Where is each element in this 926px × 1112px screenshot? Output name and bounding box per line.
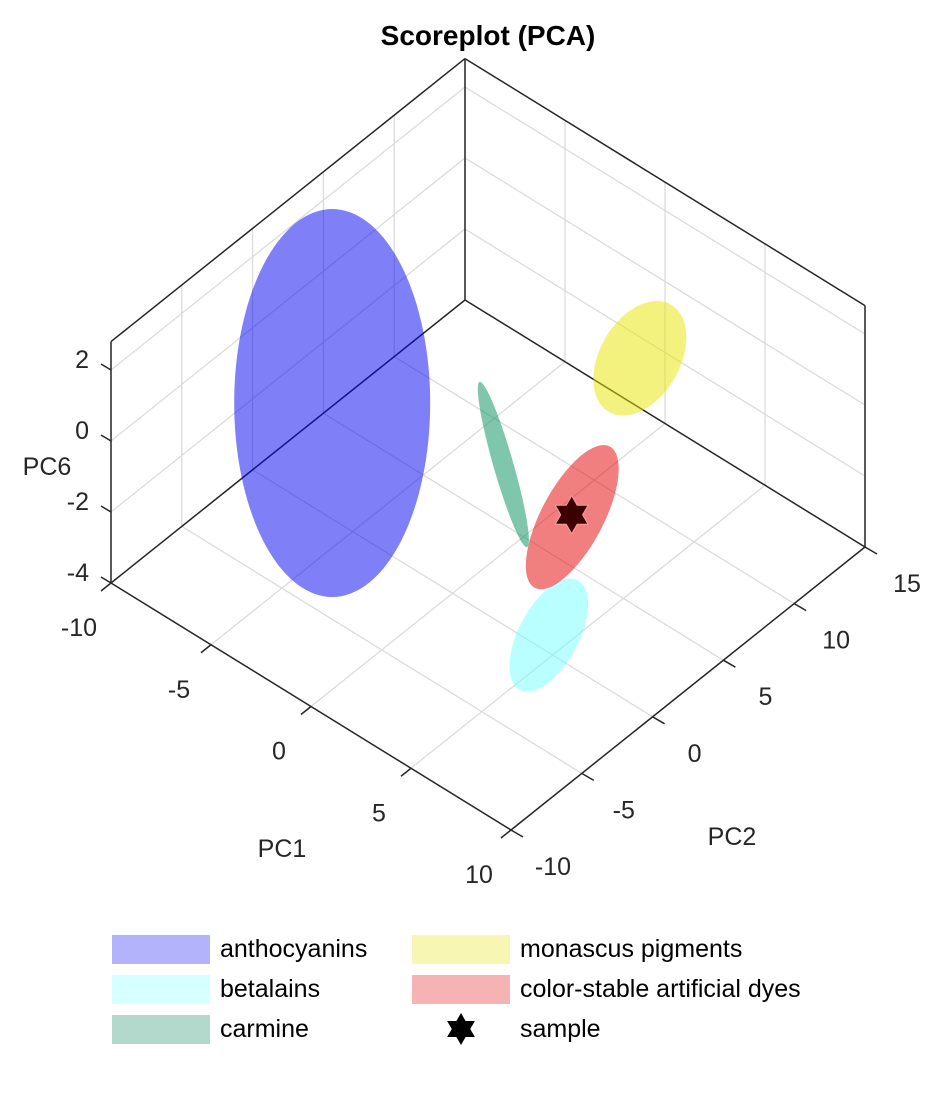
legend-item-color-stable-artificial-dyes: color-stable artificial dyes xyxy=(412,974,801,1004)
y-tick-label: 5 xyxy=(758,683,772,711)
box-edge xyxy=(464,299,866,548)
ellipse-anthocyanins xyxy=(234,209,431,598)
ellipse-betalains xyxy=(509,578,589,692)
x-tick xyxy=(200,644,212,654)
z-tick-label: 2 xyxy=(75,346,89,374)
hexagram-star-icon xyxy=(412,1013,510,1045)
legend-label: sample xyxy=(520,1014,601,1043)
legend-swatch xyxy=(412,934,510,964)
chart-title: Scoreplot (PCA) xyxy=(381,20,596,51)
x-tick xyxy=(400,767,412,777)
x-tick-label: -10 xyxy=(61,614,97,642)
y-tick xyxy=(864,546,878,555)
y-tick-label: 10 xyxy=(822,627,850,655)
x-tick xyxy=(100,582,112,592)
legend-swatch xyxy=(112,934,210,964)
y-tick-label: -10 xyxy=(535,853,571,881)
legend-label: monascus pigments xyxy=(520,934,743,963)
z-tick-label: 0 xyxy=(75,417,89,445)
y-axis-line xyxy=(510,546,866,831)
legend-label: betalains xyxy=(220,974,321,1003)
y-axis-label: PC2 xyxy=(708,823,757,851)
x-tick-label: 0 xyxy=(272,738,286,766)
y-tick-label: 15 xyxy=(893,570,921,598)
legend: anthocyanins betalains carmine monascus … xyxy=(112,934,872,1054)
legend-label: anthocyanins xyxy=(220,934,368,963)
pca-scoreplot-chart: Scoreplot (PCA) -10 -5 0 5 10 -10 -5 0 5 10 15 -4 -2… xyxy=(23,20,921,889)
y-tick xyxy=(581,772,595,782)
axes-box xyxy=(110,57,866,831)
y-tick-label: -5 xyxy=(613,796,635,824)
legend-item-anthocyanins: anthocyanins xyxy=(112,934,367,964)
y-tick xyxy=(510,829,524,838)
z-tick xyxy=(100,363,112,371)
x-tick xyxy=(500,829,512,839)
legend-item-carmine: carmine xyxy=(112,1014,309,1044)
legend-label: color-stable artificial dyes xyxy=(520,974,801,1003)
legend-item-betalains: betalains xyxy=(112,974,320,1004)
legend-item-sample: sample xyxy=(412,1013,601,1045)
legend-swatch xyxy=(112,974,210,1004)
y-tick xyxy=(793,602,807,612)
z-axis-label: PC6 xyxy=(23,453,72,481)
z-tick-label: -4 xyxy=(67,559,89,587)
y-tick-label: 0 xyxy=(688,740,702,768)
z-tick xyxy=(100,576,112,584)
box-edge xyxy=(464,57,866,307)
x-tick-label: 10 xyxy=(465,861,493,889)
legend-swatch xyxy=(112,1014,210,1044)
legend-swatch xyxy=(412,974,510,1004)
ellipse-carmine xyxy=(477,381,529,548)
legend-label: carmine xyxy=(220,1014,309,1043)
x-tick xyxy=(300,705,312,716)
sample-marker xyxy=(554,494,589,535)
x-tick-label: 5 xyxy=(372,799,386,827)
legend-item-monascus-pigments: monascus pigments xyxy=(412,934,742,964)
y-tick xyxy=(652,716,665,725)
y-tick xyxy=(723,659,736,668)
box-edge xyxy=(110,58,466,343)
data-marks xyxy=(234,209,687,692)
x-tick-label: -5 xyxy=(168,676,190,704)
z-tick xyxy=(100,434,112,442)
axis-ticks: -10 -5 0 5 10 -10 -5 0 5 10 15 -4 -2 0 2 xyxy=(61,346,921,889)
grid-line xyxy=(181,525,583,774)
grid-line xyxy=(410,484,766,769)
grid-line xyxy=(110,86,466,371)
z-tick xyxy=(100,505,112,513)
z-tick-label: -2 xyxy=(67,488,89,516)
x-axis-label: PC1 xyxy=(258,835,307,863)
grid-line xyxy=(464,157,866,406)
ellipse-monascus-pigments xyxy=(593,300,687,416)
grid-line xyxy=(464,86,866,335)
